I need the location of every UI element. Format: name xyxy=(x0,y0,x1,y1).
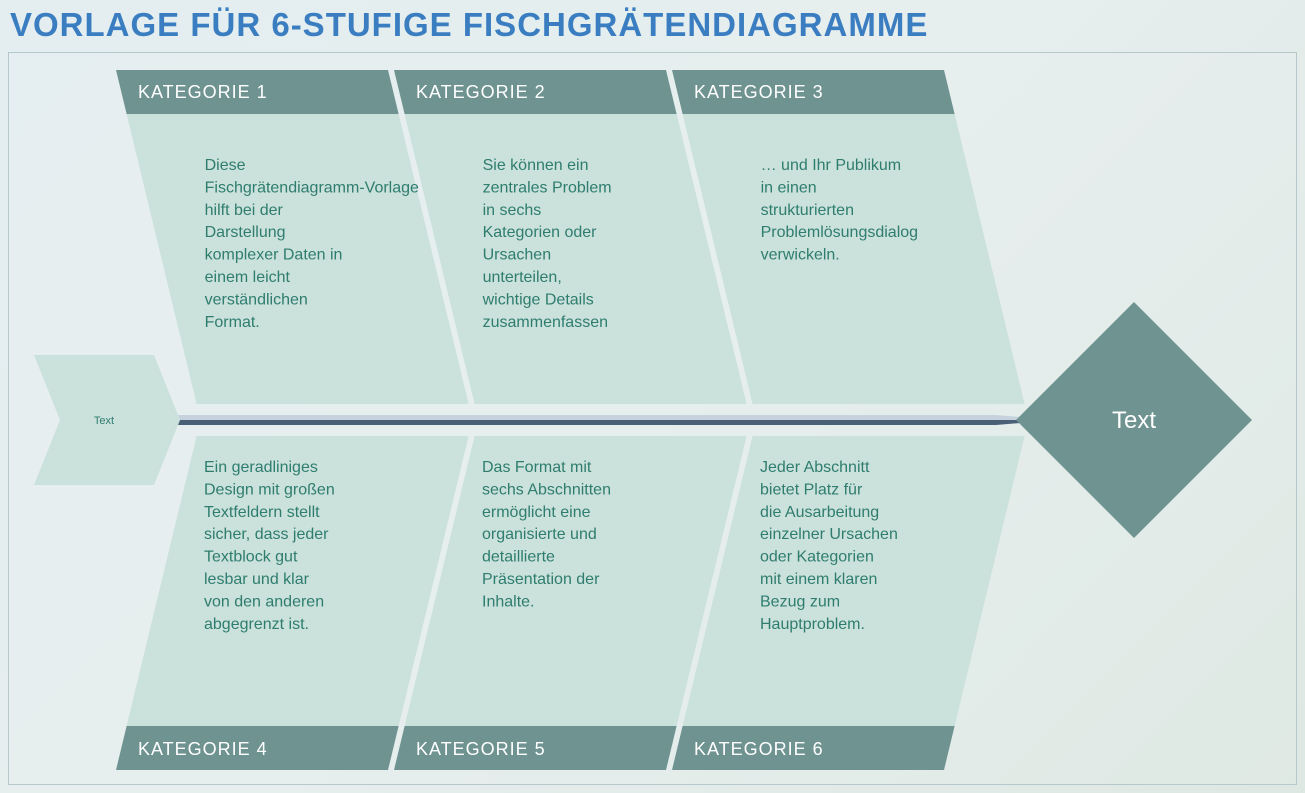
category-label: KATEGORIE 4 xyxy=(138,739,268,759)
head-label: Text xyxy=(1112,407,1156,434)
fishbone-diagram: TextTextKATEGORIE 1DieseFischgrätendiagr… xyxy=(8,52,1297,785)
page-title: VORLAGE FÜR 6-STUFIGE FISCHGRÄTENDIAGRAM… xyxy=(0,0,1305,44)
category-label: KATEGORIE 1 xyxy=(138,82,268,102)
category-label: KATEGORIE 6 xyxy=(694,739,824,759)
tail-label: Text xyxy=(94,415,114,427)
category-label: KATEGORIE 2 xyxy=(416,82,546,102)
category-text: Das Format mitsechs Abschnittenermöglich… xyxy=(482,459,611,610)
category-label: KATEGORIE 5 xyxy=(416,739,546,759)
category-label: KATEGORIE 3 xyxy=(694,82,824,102)
